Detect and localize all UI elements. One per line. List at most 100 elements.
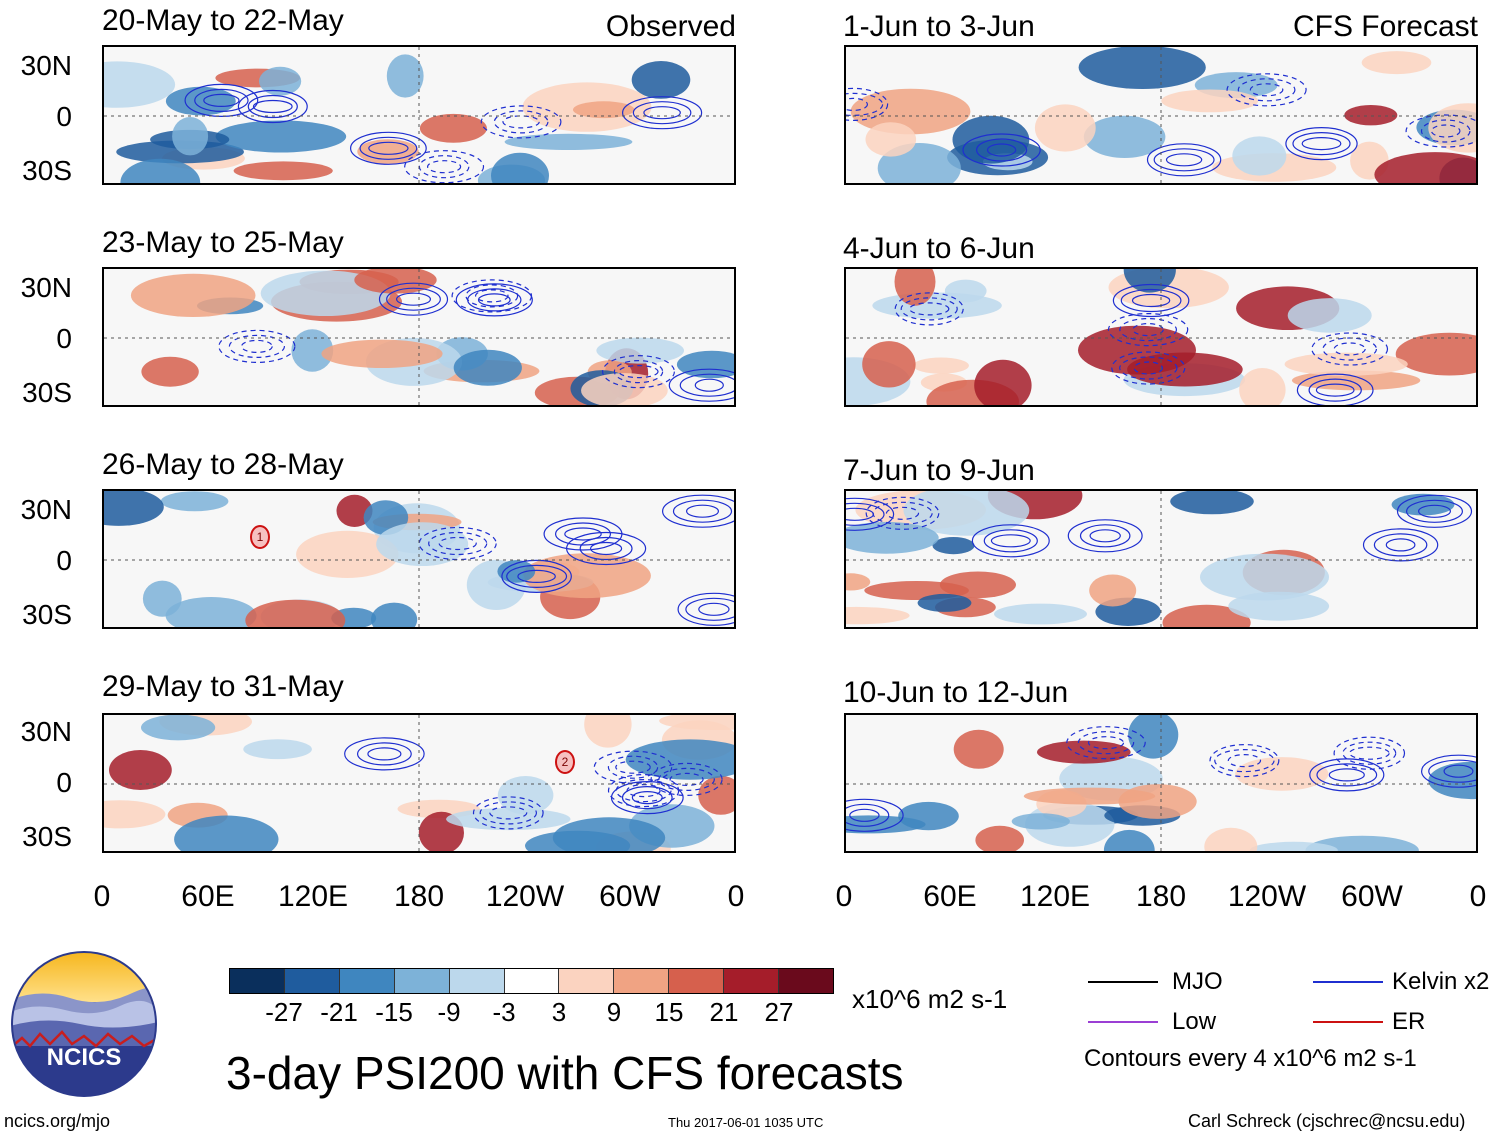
shaded-anomalies xyxy=(130,269,734,405)
positive-contour xyxy=(631,790,663,805)
negative-contour xyxy=(480,105,562,139)
positive-contour xyxy=(252,99,293,114)
lat-label-30s: 30S xyxy=(22,821,72,852)
anomaly-field xyxy=(104,47,734,183)
positive-contour xyxy=(846,502,885,526)
negative-contour xyxy=(669,772,704,787)
negative-anomaly xyxy=(504,133,633,150)
forecast-panel-title-4: 10-Jun to 12-Jun xyxy=(843,676,1069,709)
negative-anomaly xyxy=(631,61,691,99)
negative-anomaly xyxy=(142,580,182,617)
negative-anomaly xyxy=(104,61,176,108)
negative-anomaly xyxy=(215,120,347,153)
negative-contour xyxy=(1342,741,1397,765)
positive-contour xyxy=(694,378,724,392)
negative-anomaly xyxy=(1128,715,1179,759)
lat-label-30n: 30N xyxy=(20,494,72,525)
positive-contour xyxy=(359,136,418,160)
negative-anomaly xyxy=(1287,298,1372,333)
forecast-column-label: CFS Forecast xyxy=(1292,10,1478,43)
negative-anomaly xyxy=(1249,841,1338,851)
positive-contour xyxy=(962,133,1041,167)
positive-contour xyxy=(1328,768,1365,782)
colorbar-tick-label: -3 xyxy=(492,997,516,1027)
footer-url[interactable]: ncics.org/mjo xyxy=(4,1111,111,1131)
positive-contour xyxy=(1067,519,1143,553)
negative-anomaly xyxy=(243,739,312,760)
colorbar-swatch xyxy=(283,969,339,993)
kelvin-contours xyxy=(846,726,1476,832)
negative-contour xyxy=(1227,753,1262,768)
ncics-logo: NCICS xyxy=(10,950,158,1098)
positive-contour xyxy=(1443,764,1474,778)
positive-contour xyxy=(990,534,1031,548)
positive-anomaly xyxy=(862,341,916,388)
ncics-logo-graphic xyxy=(11,951,157,1097)
positive-contour xyxy=(1373,533,1428,557)
positive-anomaly xyxy=(1034,104,1096,152)
observed-column-label: Observed xyxy=(605,10,736,43)
negative-contour xyxy=(404,150,485,183)
colorbar-swatch xyxy=(338,969,394,993)
legend-er-label: ER xyxy=(1392,1008,1426,1035)
positive-anomaly xyxy=(1204,827,1258,851)
map-forecast-1 xyxy=(844,45,1478,185)
positive-anomaly xyxy=(141,356,199,387)
positive-contour xyxy=(349,131,427,165)
legend-er-line xyxy=(1313,1021,1383,1023)
negative-contour xyxy=(502,115,540,129)
positive-anomaly xyxy=(1284,352,1408,376)
legend-mjo-label: MJO xyxy=(1172,968,1223,995)
positive-anomaly xyxy=(336,494,373,527)
negative-anomaly xyxy=(944,279,987,303)
positive-anomaly xyxy=(1161,89,1259,113)
colorbar-swatch xyxy=(778,969,833,993)
positive-contour xyxy=(662,494,734,528)
lon-label: 0 xyxy=(1469,880,1487,913)
lat-label-eq: 0 xyxy=(56,101,72,132)
negative-anomaly xyxy=(291,329,334,372)
negative-contour xyxy=(1322,337,1378,361)
negative-anomaly xyxy=(371,602,418,627)
positive-anomaly xyxy=(846,606,910,625)
colorbar-tick-label: 3 xyxy=(551,997,567,1027)
negative-contour xyxy=(846,92,884,116)
forecast-panel-title-3: 7-Jun to 9-Jun xyxy=(843,454,1035,487)
positive-anomaly xyxy=(573,101,635,119)
positive-contour xyxy=(632,101,692,125)
positive-contour xyxy=(1421,754,1476,788)
map-observed-1 xyxy=(102,45,736,185)
lon-label: 120E xyxy=(277,880,349,913)
shaded-anomalies xyxy=(104,54,691,183)
colorbar-swatch xyxy=(723,969,779,993)
negative-contour xyxy=(1226,73,1307,107)
legend-low-line xyxy=(1088,1021,1158,1023)
negative-contour xyxy=(846,97,868,111)
positive-contour xyxy=(986,143,1017,157)
negative-contour xyxy=(479,801,537,825)
negative-anomaly xyxy=(376,522,469,566)
positive-contour xyxy=(668,368,734,402)
lon-label: 120E xyxy=(1019,880,1091,913)
positive-contour xyxy=(1296,373,1374,405)
forecast-panel-title-2: 4-Jun to 6-Jun xyxy=(843,232,1035,265)
colorbar-swatch xyxy=(393,969,449,993)
positive-contour xyxy=(1308,378,1362,402)
lon-label: 0 xyxy=(93,880,111,913)
negative-anomaly xyxy=(172,117,209,156)
footer-credit: Carl Schreck (cjschrec@ncsu.edu) xyxy=(1188,1111,1466,1131)
negative-contour xyxy=(593,750,673,784)
positive-contour xyxy=(849,808,880,822)
negative-anomaly xyxy=(1083,115,1166,158)
observed-panel-title-4: 29-May to 31-May xyxy=(102,670,344,703)
positive-contour xyxy=(1153,148,1215,172)
positive-contour xyxy=(356,742,412,766)
negative-contour xyxy=(885,506,920,520)
negative-anomaly xyxy=(141,715,216,741)
positive-anomaly xyxy=(233,161,333,181)
negative-anomaly xyxy=(552,817,666,851)
footer-timestamp: Thu 2017-06-01 1035 UTC xyxy=(668,1115,824,1130)
kelvin-contours xyxy=(418,494,734,626)
positive-contour xyxy=(685,597,734,621)
negative-contour xyxy=(1237,78,1296,102)
